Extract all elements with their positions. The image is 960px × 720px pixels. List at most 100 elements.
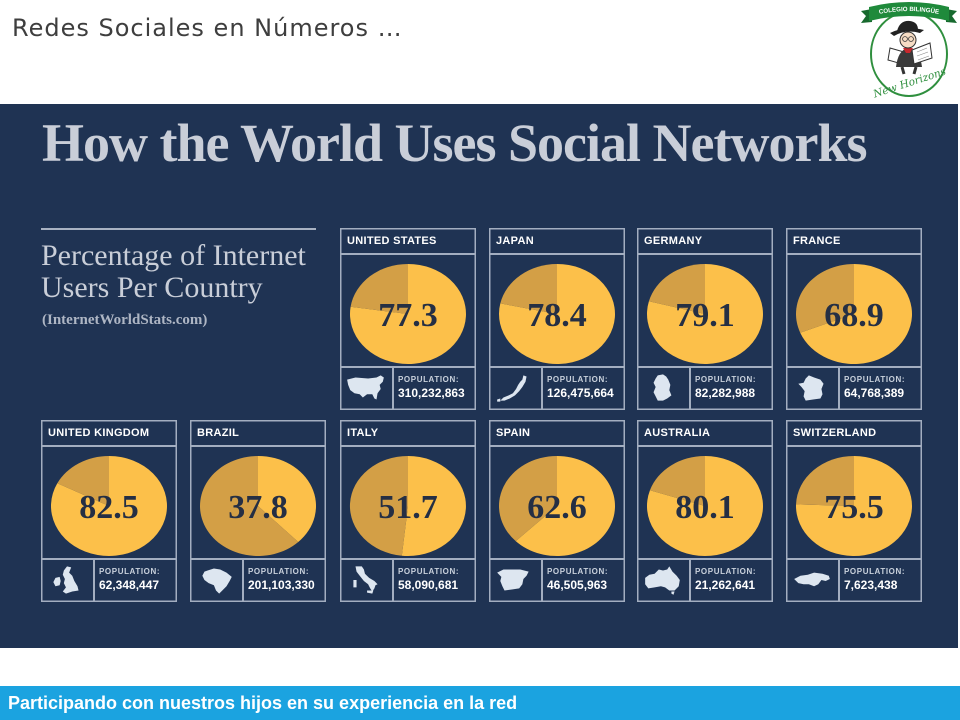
card-footer-divider	[541, 366, 543, 410]
pie-slice-internet-users	[646, 456, 763, 556]
pie-slice-remainder	[500, 264, 557, 314]
pie-slice-remainder	[57, 456, 109, 506]
card-footer-rule	[489, 558, 625, 560]
card-footer-divider	[93, 558, 95, 602]
pie-chart: 62.6	[499, 456, 616, 556]
country-name: UNITED KINGDOM	[48, 427, 150, 439]
card-footer-rule	[340, 366, 476, 368]
pie-chart: 37.8	[200, 456, 317, 556]
country-card: 79.1 GERMANY POPULATION: 82,282,988	[637, 228, 773, 410]
pie-slice-remainder	[648, 264, 705, 314]
map-silhouette	[53, 566, 79, 594]
infographic-title: How the World Uses Social Networks	[42, 113, 867, 173]
population-value: 58,090,681	[398, 578, 459, 592]
map-silhouette	[653, 374, 672, 401]
card-footer-rule	[786, 366, 922, 368]
card-footer-divider	[541, 558, 543, 602]
card-footer-rule	[637, 366, 773, 368]
pie-slice-internet-users	[349, 264, 466, 364]
infographic-subtitle-line: Users Per Country	[41, 271, 263, 304]
italy-map-icon	[353, 566, 378, 594]
population-value: 310,232,863	[398, 386, 465, 400]
population-label: POPULATION:	[398, 375, 460, 384]
population-label: POPULATION:	[248, 567, 310, 576]
population-value: 21,262,641	[695, 578, 756, 592]
country-card: 68.9 FRANCE POPULATION: 64,768,389	[786, 228, 922, 410]
footer-bar: Participando con nuestros hijos en su ex…	[0, 686, 960, 720]
card-header-rule	[786, 253, 922, 255]
map-silhouette	[794, 572, 830, 587]
germany-map-icon	[653, 374, 672, 401]
card-footer-divider	[392, 558, 394, 602]
pie-value-label: 79.1	[675, 297, 735, 334]
switzerland-map-icon	[794, 572, 830, 587]
uk-map-icon	[53, 566, 79, 594]
country-card: 80.1 AUSTRALIA POPULATION: 21,262,641	[637, 420, 773, 602]
population-label: POPULATION:	[547, 375, 609, 384]
card-header-rule	[190, 445, 326, 447]
pie-slice-internet-users	[515, 456, 616, 556]
country-name: JAPAN	[496, 235, 534, 247]
pie-value-label: 77.3	[378, 297, 438, 334]
population-label: POPULATION:	[695, 567, 757, 576]
map-silhouette	[497, 569, 529, 591]
card-footer-divider	[838, 558, 840, 602]
brazil-map-icon	[202, 568, 232, 594]
population-label: POPULATION:	[844, 567, 906, 576]
card-footer-divider	[392, 366, 394, 410]
infographic-source: (InternetWorldStats.com)	[42, 312, 208, 328]
card-footer-rule	[41, 558, 177, 560]
card-footer-divider	[242, 558, 244, 602]
population-value: 64,768,389	[844, 386, 905, 400]
country-card: 51.7 ITALY POPULATION: 58,090,681	[340, 420, 476, 602]
pie-value-label: 51.7	[378, 489, 438, 526]
card-footer-rule	[190, 558, 326, 560]
logo-student-figure	[887, 20, 933, 75]
pie-slice-remainder	[649, 456, 705, 506]
card-footer-rule	[637, 558, 773, 560]
pie-chart: 77.3	[349, 264, 466, 364]
card-footer-divider	[689, 558, 691, 602]
population-value: 82,282,988	[695, 386, 756, 400]
country-card: 75.5 SWITZERLAND POPULATION: 7,623,438	[786, 420, 922, 602]
card-header-rule	[340, 445, 476, 447]
country-name: ITALY	[347, 427, 379, 439]
subtitle-rule	[41, 228, 316, 230]
population-value: 7,623,438	[844, 578, 898, 592]
pie-chart: 82.5	[50, 456, 167, 556]
pie-slice-remainder	[796, 264, 854, 333]
logo-ribbon	[869, 2, 949, 21]
pie-slice-internet-users	[646, 264, 763, 364]
pie-value-label: 62.6	[527, 489, 587, 526]
card-header-rule	[637, 445, 773, 447]
pie-slice-remainder	[796, 456, 854, 506]
population-label: POPULATION:	[99, 567, 161, 576]
country-card: 62.6 SPAIN POPULATION: 46,505,963	[489, 420, 625, 602]
map-silhouette	[347, 375, 384, 400]
pie-slice-internet-users	[258, 456, 317, 543]
pie-slice-remainder	[200, 456, 299, 556]
pie-chart: 75.5	[796, 456, 913, 556]
pie-slice-remainder	[499, 456, 557, 542]
pie-slice-internet-users	[800, 264, 913, 364]
map-silhouette	[202, 568, 232, 594]
population-value: 46,505,963	[547, 578, 608, 592]
pie-chart: 78.4	[499, 264, 616, 364]
card-header-rule	[489, 445, 625, 447]
infographic-panel: How the World Uses Social Networks Perce…	[0, 104, 958, 648]
population-label: POPULATION:	[547, 567, 609, 576]
population-value: 126,475,664	[547, 386, 614, 400]
card-header-rule	[41, 445, 177, 447]
france-map-icon	[798, 375, 824, 401]
country-name: FRANCE	[793, 235, 841, 247]
country-card: 37.8 BRAZIL POPULATION: 201,103,330	[190, 420, 326, 602]
map-silhouette	[497, 375, 527, 402]
australia-map-icon	[645, 566, 680, 595]
pie-slice-remainder	[349, 455, 408, 556]
card-header-rule	[489, 253, 625, 255]
population-label: POPULATION:	[398, 567, 460, 576]
logo-banner-text: COLEGIO BILINGÜE	[878, 6, 939, 16]
card-header-rule	[786, 445, 922, 447]
country-name: SPAIN	[496, 427, 531, 439]
country-card: 82.5 UNITED KINGDOM POPULATION: 62,348,447	[41, 420, 177, 602]
